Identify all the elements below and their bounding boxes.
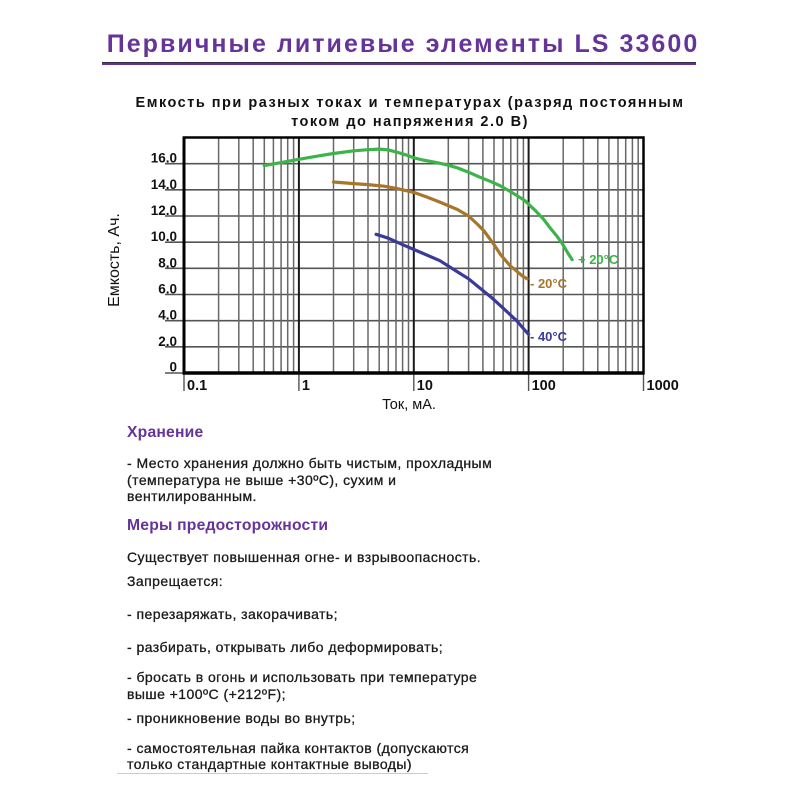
svg-text:током до напряжения 2.0 В): током до напряжения 2.0 В): [291, 114, 529, 130]
svg-text:0: 0: [169, 360, 177, 375]
svg-text:2.0: 2.0: [158, 334, 177, 349]
svg-text:6.0: 6.0: [158, 282, 177, 297]
svg-text:16.0: 16.0: [151, 151, 177, 166]
svg-text:4.0: 4.0: [158, 308, 177, 323]
svg-text:1: 1: [302, 378, 310, 394]
svg-text:Емкость, Ач.: Емкость, Ач.: [106, 213, 123, 307]
svg-text:100: 100: [532, 378, 556, 394]
svg-text:8.0: 8.0: [158, 255, 177, 270]
svg-text:14.0: 14.0: [151, 177, 177, 192]
svg-text:- 40°C: - 40°C: [530, 329, 568, 344]
svg-text:Ток, мА.: Ток, мА.: [382, 397, 436, 413]
svg-text:10: 10: [417, 378, 433, 394]
svg-text:+ 20°C: + 20°C: [578, 252, 619, 267]
svg-text:Емкость при разных токах и тем: Емкость при разных токах и температурах …: [136, 95, 685, 111]
svg-text:- 20°C: - 20°C: [530, 276, 568, 291]
svg-text:0.1: 0.1: [187, 378, 207, 394]
svg-text:1000: 1000: [647, 378, 679, 394]
svg-text:10.0: 10.0: [151, 229, 177, 244]
svg-text:12.0: 12.0: [151, 203, 177, 218]
